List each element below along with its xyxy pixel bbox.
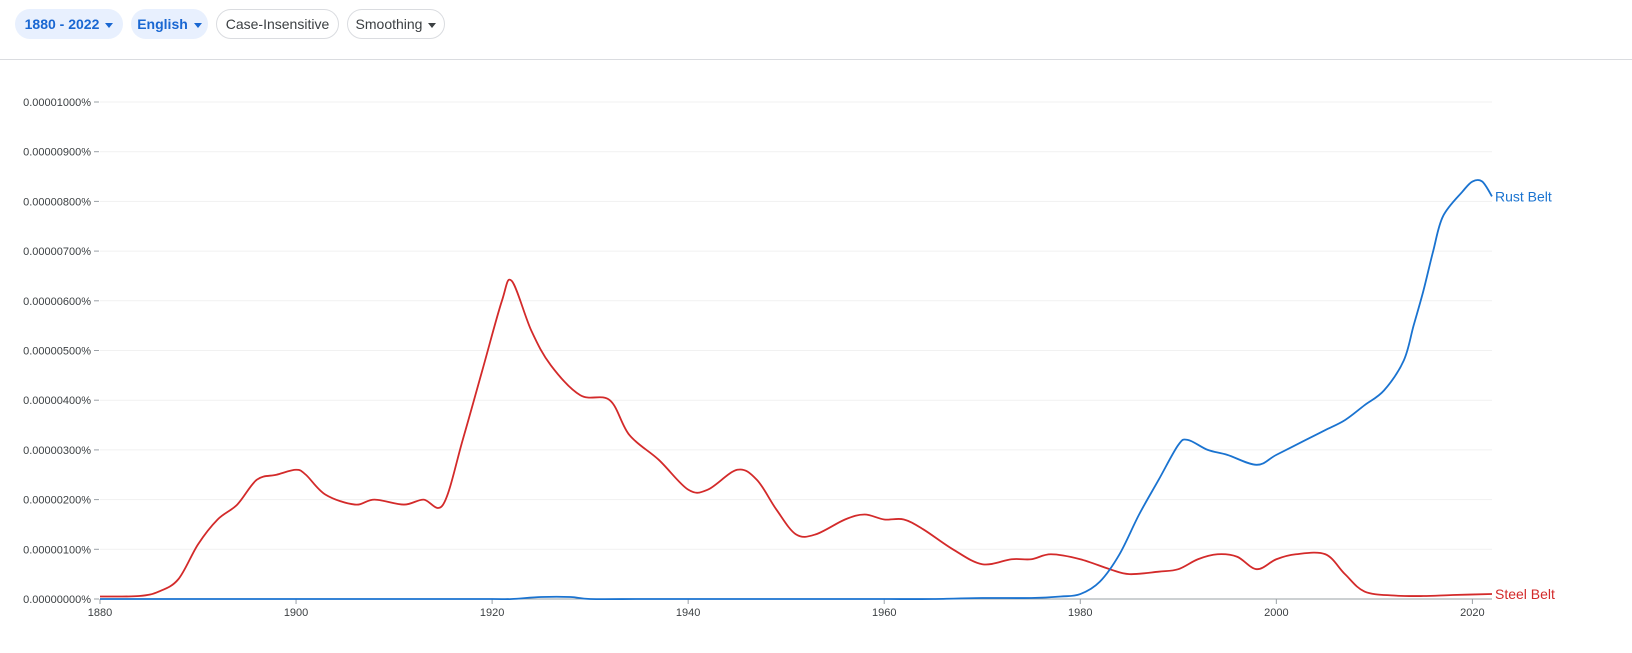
series-labels: Steel Belt Rust Belt bbox=[1495, 188, 1555, 602]
x-tick-label: 1880 bbox=[88, 607, 112, 619]
series-label-steel-belt[interactable]: Steel Belt bbox=[1495, 586, 1555, 602]
y-tick-label: 0.00000000% bbox=[23, 594, 91, 606]
y-tick-label: 0.00001000% bbox=[23, 97, 91, 109]
series-line-steel-belt[interactable] bbox=[99, 278, 1493, 598]
y-tick-label: 0.00000700% bbox=[23, 246, 91, 258]
series-label-rust-belt[interactable]: Rust Belt bbox=[1495, 188, 1552, 204]
series-lines bbox=[99, 179, 1493, 601]
caret-down-icon bbox=[105, 22, 114, 28]
y-tick-label: 0.00000100% bbox=[23, 544, 91, 556]
smoothing-label: Smoothing bbox=[355, 16, 423, 32]
y-tick-label: 0.00000300% bbox=[23, 445, 91, 457]
grid bbox=[100, 101, 1492, 550]
series-line-rust-belt[interactable] bbox=[99, 179, 1493, 601]
y-tick-label: 0.00000800% bbox=[23, 196, 91, 208]
language-dropdown[interactable]: English bbox=[131, 9, 208, 39]
caret-down-icon bbox=[428, 22, 437, 28]
year-range-label: 1880 - 2022 bbox=[24, 16, 100, 32]
y-tick-label: 0.00000200% bbox=[23, 495, 91, 507]
y-tick-label: 0.00000900% bbox=[23, 147, 91, 159]
x-tick-label: 1960 bbox=[872, 607, 896, 619]
case-label: Case-Insensitive bbox=[225, 16, 330, 32]
x-axis: 1880 1900 1920 1940 1960 1980 2000 2020 bbox=[88, 598, 1492, 619]
x-tick-label: 1920 bbox=[480, 607, 504, 619]
case-insensitive-toggle[interactable]: Case-Insensitive bbox=[216, 9, 339, 39]
x-tick-label: 2000 bbox=[1264, 607, 1288, 619]
x-tick-label: 1900 bbox=[284, 607, 308, 619]
y-tick-label: 0.00000600% bbox=[23, 296, 91, 308]
toolbar: 1880 - 2022 English Case-Insensitive Smo… bbox=[0, 0, 1632, 60]
smoothing-dropdown[interactable]: Smoothing bbox=[347, 9, 445, 39]
ngram-chart: 0.00000000% 0.00000100% 0.00000200% 0.00000… bbox=[23, 97, 1555, 619]
y-tick-label: 0.00000400% bbox=[23, 395, 91, 407]
year-range-dropdown[interactable]: 1880 - 2022 bbox=[15, 9, 123, 39]
x-tick-label: 1940 bbox=[676, 607, 700, 619]
x-tick-label: 1980 bbox=[1068, 607, 1092, 619]
y-axis: 0.00000000% 0.00000100% 0.00000200% 0.00000… bbox=[23, 97, 99, 606]
x-tick-label: 2020 bbox=[1460, 607, 1484, 619]
y-tick-label: 0.00000500% bbox=[23, 346, 91, 358]
language-label: English bbox=[137, 16, 188, 32]
caret-down-icon bbox=[193, 22, 202, 28]
